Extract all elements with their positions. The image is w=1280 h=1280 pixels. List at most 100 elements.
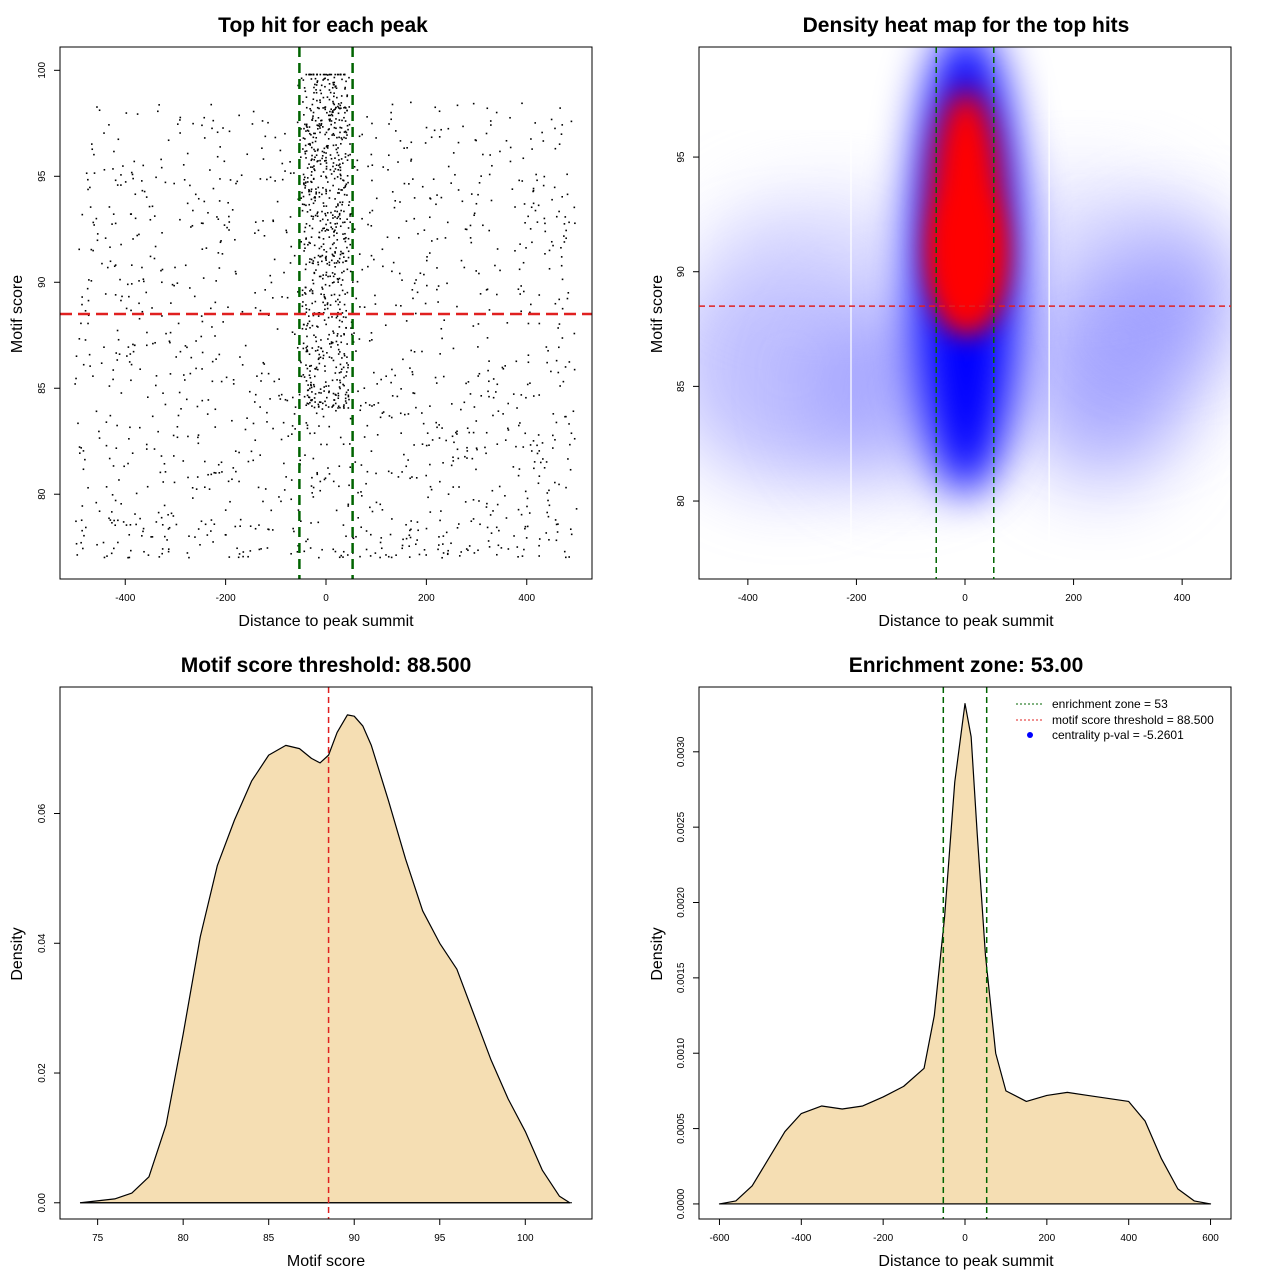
scatter-point xyxy=(554,481,556,484)
scatter-point xyxy=(497,410,500,412)
scatter-point xyxy=(373,258,375,261)
scatter-point xyxy=(317,315,320,317)
scatter-point xyxy=(84,458,86,461)
scatter-point xyxy=(330,341,333,343)
scatter-point xyxy=(342,556,344,558)
scatter-point xyxy=(324,212,326,215)
scatter-point xyxy=(237,556,240,559)
scatter-point xyxy=(311,103,314,106)
scatter-point xyxy=(490,199,493,202)
scatter-point xyxy=(90,143,93,145)
scatter-point xyxy=(189,287,191,289)
scatter-point xyxy=(293,172,295,174)
scatter-point xyxy=(315,366,318,369)
scatter-point xyxy=(442,543,444,545)
scatter-point xyxy=(167,139,170,142)
scatter-point xyxy=(416,291,419,294)
scatter-point xyxy=(310,198,313,201)
scatter-point xyxy=(439,353,441,355)
scatter-point xyxy=(320,175,322,177)
distance-density-y-tick-label: 0.0030 xyxy=(676,736,687,767)
scatter-point xyxy=(308,193,311,196)
scatter-point xyxy=(149,218,152,221)
scatter-point xyxy=(558,323,561,325)
scatter-point xyxy=(422,422,425,425)
scatter-point xyxy=(554,519,557,521)
scatter-point xyxy=(309,370,311,372)
scatter-point xyxy=(95,217,98,220)
scatter-point xyxy=(241,310,244,313)
scatter-point xyxy=(456,527,459,529)
scatter-point xyxy=(310,78,313,80)
scatter-point xyxy=(168,340,171,343)
scatter-point xyxy=(326,144,328,147)
scatter-point xyxy=(308,188,310,191)
scatter-point xyxy=(565,556,567,559)
scatter-point xyxy=(429,198,432,200)
scatter-point xyxy=(163,535,166,538)
scatter-point xyxy=(331,281,334,284)
scatter-point xyxy=(568,556,570,558)
scatter-point xyxy=(391,395,394,397)
scatter-point xyxy=(213,523,216,525)
scatter-point xyxy=(339,379,341,382)
scatter-point xyxy=(338,277,341,280)
scatter-point xyxy=(166,539,168,541)
scatter-point xyxy=(339,436,342,439)
scatter-point xyxy=(463,266,466,269)
scatter-point xyxy=(310,166,312,168)
scatter-point xyxy=(439,480,441,483)
scatter-point xyxy=(273,380,276,383)
scatter-point xyxy=(306,424,309,427)
scatter-point xyxy=(325,228,328,231)
scatter-point xyxy=(321,260,323,263)
scatter-point xyxy=(290,245,293,248)
scatter-point xyxy=(115,447,118,449)
scatter-point xyxy=(348,204,350,207)
scatter-point xyxy=(331,406,333,408)
scatter-point xyxy=(554,438,556,441)
scatter-point xyxy=(518,179,521,182)
scatter-point xyxy=(334,223,337,225)
scatter-point xyxy=(77,422,79,425)
scatter-point xyxy=(112,378,114,381)
scatter-point xyxy=(343,256,345,258)
scatter-point xyxy=(310,288,312,291)
scatter-point xyxy=(335,164,338,166)
scatter-point xyxy=(161,232,163,234)
scatter-point xyxy=(335,366,338,369)
scatter-point xyxy=(496,383,499,386)
scatter-point xyxy=(87,188,89,191)
scatter-point xyxy=(305,204,307,207)
scatter-point xyxy=(464,228,467,230)
scatter-point xyxy=(435,203,437,206)
scatter-point xyxy=(477,193,479,196)
scatter-point xyxy=(329,168,332,171)
scatter-point xyxy=(318,353,321,356)
scatter-point xyxy=(322,238,325,240)
heatmap-x-tick-label: 200 xyxy=(1065,593,1082,604)
scatter-point xyxy=(127,346,130,348)
scatter-point xyxy=(240,174,243,177)
scatter-point xyxy=(333,81,336,84)
scatter-point xyxy=(337,407,339,409)
scatter-point xyxy=(371,510,374,513)
distance-density-x-tick-label: 0 xyxy=(962,1233,968,1244)
scatter-point xyxy=(352,281,354,283)
scatter-point xyxy=(328,343,331,345)
scatter-point xyxy=(523,548,525,551)
scatter-point xyxy=(116,359,119,361)
scatter-point xyxy=(332,111,334,114)
scatter-point xyxy=(81,505,84,507)
scatter-point xyxy=(215,358,217,360)
scatter-point xyxy=(296,121,299,124)
scatter-point xyxy=(153,448,156,450)
scatter-point xyxy=(423,548,426,551)
scatter-point xyxy=(133,160,136,163)
scatter-point xyxy=(395,304,397,307)
scatter-point xyxy=(302,173,305,176)
scatter-point xyxy=(532,189,535,192)
scatter-point xyxy=(305,328,307,330)
scatter-point xyxy=(112,465,115,467)
scatter-point xyxy=(235,272,237,275)
